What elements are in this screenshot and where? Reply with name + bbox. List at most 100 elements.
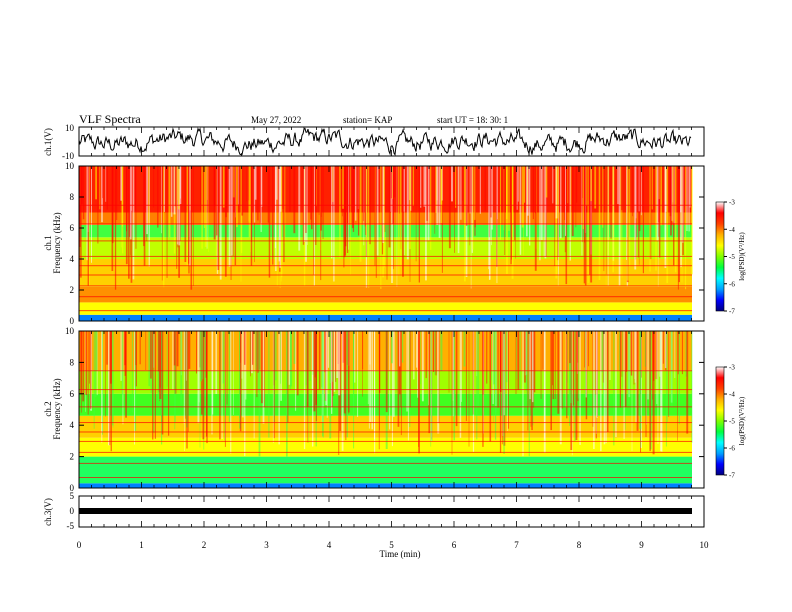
ch1-spec-streak [539, 166, 541, 261]
ch1-spec-streak [438, 166, 441, 238]
x-tick-label: 1 [139, 540, 144, 550]
ch2-spec-streak [250, 331, 251, 377]
ch1-spec-streak [557, 166, 559, 219]
ch2-spec-streak [324, 331, 326, 373]
ch2-spec-streak [630, 331, 633, 376]
ch1-spec-streak [116, 166, 118, 220]
ch2-spec-streak [451, 331, 453, 455]
ch2-spec-streak [430, 331, 432, 442]
ch2-spec-streak [336, 331, 339, 378]
ch1-spec-streak [562, 166, 564, 238]
ch2-spec-streak [85, 331, 86, 412]
ch1-spec-streak [496, 166, 498, 284]
ch1-spec-streak [610, 166, 612, 239]
ch2-spec-streak [226, 331, 228, 405]
ch1-spec-streak [658, 166, 660, 200]
ch2-spec-streak [161, 331, 164, 435]
ch1-spec-streak [347, 166, 349, 224]
ch2-spec-streak [280, 331, 282, 401]
ch2-spec-streak [652, 331, 655, 455]
ch1-spec-streak [129, 166, 132, 240]
ch1-spec-streak [420, 166, 422, 208]
ch1-spec-streak [670, 166, 672, 236]
ch2-spec-streak [433, 331, 435, 372]
ch1-spec-streak [406, 166, 409, 260]
ch1-spec-streak [186, 166, 188, 267]
ch1-spec-streak [383, 166, 385, 268]
ch1-spec-streak [305, 166, 307, 233]
ch1-spec-streak [99, 166, 101, 210]
ch2-spec-streak [428, 331, 430, 434]
ch2-spec-streak [686, 331, 689, 434]
ch1-spec-streak [621, 166, 623, 211]
ch2-spec-streak [176, 331, 179, 367]
ch1-spec-streak [636, 166, 637, 238]
ch2-spec-streak [659, 331, 661, 377]
ch1-spec-streak [620, 166, 622, 275]
ch2-spec-streak [134, 331, 137, 431]
ch2-spec-streak [579, 331, 581, 445]
ch1-spec-streak [253, 166, 256, 223]
ch2-spec-streak [280, 331, 281, 384]
ch2-spec-streak [239, 331, 240, 418]
ch1-spec-streak [399, 166, 400, 214]
ch2-spec-streak [206, 331, 208, 444]
ch1-spec-streak [506, 166, 508, 274]
ch1-spec-streak [254, 166, 257, 200]
ch1-spec-streak [427, 166, 430, 241]
ch1-spec-tone-line [79, 223, 692, 225]
ch2-spec-streak [435, 331, 437, 376]
ch2-spec-streak [540, 331, 542, 399]
ch2-spec-streak [585, 331, 587, 398]
ch2-spec-streak [544, 331, 545, 439]
ch2-spec-streak [220, 331, 221, 395]
ch2-spec-streak [409, 331, 411, 427]
ch1-spec-streak [203, 166, 205, 228]
colorbar-scale [715, 201, 725, 312]
ch2-spec-streak [542, 331, 544, 370]
ch2-spec-streak [106, 331, 108, 365]
ch1-spec-streak [190, 166, 193, 290]
ch2-spec-streak [257, 331, 258, 370]
ch1-spec-streak [365, 166, 368, 241]
ch2-spec-streak [322, 331, 324, 437]
ch1-spec-streak [396, 166, 398, 287]
ch2-spec-streak [667, 331, 668, 423]
ch2-spec-streak [497, 331, 499, 408]
ch2-spec-streak [244, 331, 246, 365]
ch1-spec-streak [241, 166, 244, 216]
ch2-spec-streak [369, 331, 372, 423]
ch1-spec-streak [168, 166, 171, 238]
ch1-spec-streak [527, 166, 528, 209]
ch1-spec-streak [187, 166, 189, 252]
ch1-spec-streak [425, 166, 427, 281]
ch1-spec-streak [640, 166, 642, 216]
ch1-spec-streak [666, 166, 669, 284]
ch2-spec-streak [391, 331, 393, 364]
ch1-spec-streak [674, 166, 677, 273]
ch2-spec-ylabel-channel: ch.2 [43, 401, 53, 416]
ch2-spec-streak [145, 331, 147, 370]
ch2-spec-streak [296, 331, 299, 396]
ch2-spec-streak [609, 331, 611, 380]
ch1-spec-streak [671, 166, 674, 222]
ch2-spec-streak [396, 331, 398, 392]
ch1-spec-streak [282, 166, 284, 210]
ch1-spec-streak [430, 166, 432, 250]
ch2-spec-streak [416, 331, 418, 368]
ch2-spec-streak [347, 331, 349, 415]
ch3-waveform-ylabel: ch.3(V) [43, 498, 53, 526]
ch1-spec-streak [222, 166, 225, 208]
ch1-spec-streak [176, 166, 178, 269]
ch2-spec-streak [552, 331, 555, 400]
ch2-spec-streak [152, 331, 154, 440]
ch2-spec-streak [188, 331, 191, 369]
ch2-spec-streak [379, 331, 381, 393]
ch1-spec-streak [689, 166, 691, 208]
ch2-spectrogram-panel: 0 2 4 6 8 10 ch.2 Frequency (kHz) [43, 326, 705, 493]
ch1-spec-streak [415, 166, 417, 262]
ch2-spec-streak [185, 331, 187, 381]
ch2-spec-streak [668, 331, 670, 417]
ch1-spec-streak [584, 166, 585, 243]
ch2-spec-streak [529, 331, 532, 400]
